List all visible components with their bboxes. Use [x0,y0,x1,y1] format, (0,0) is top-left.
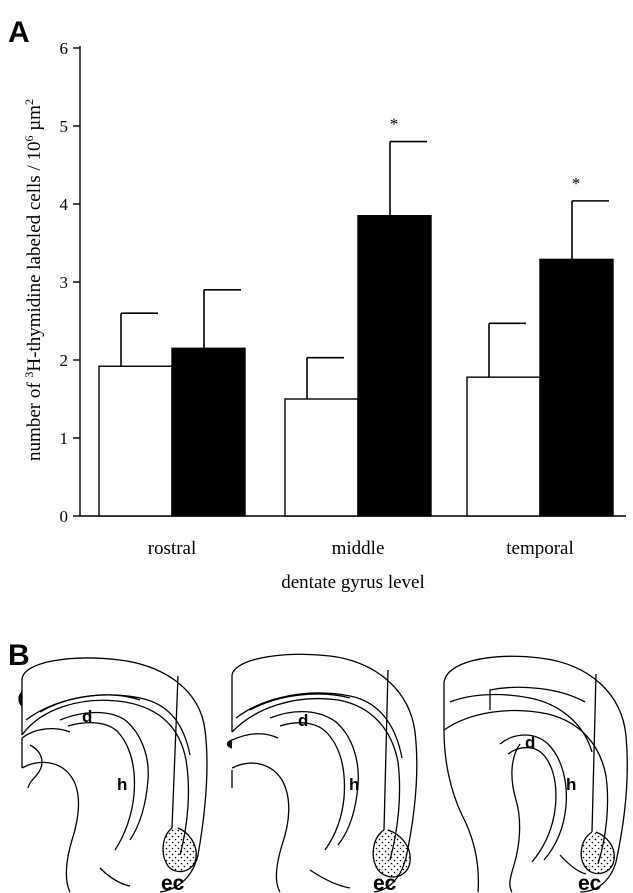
brain-section-temporal [443,655,628,893]
bar-middle-1 [357,214,432,517]
category-label-rostral: rostral [148,538,197,559]
y-tick-label: 3 [60,273,69,292]
label-ec-3: ec [578,872,602,893]
label-h-3: h [566,775,576,794]
bar-rostral-0 [98,365,173,517]
brain-section-middle [226,653,418,893]
brain-sections-figure: d h ec d h ec d h ec [18,653,628,893]
y-tick-label: 4 [60,195,69,214]
bar-temporal-1 [539,258,614,517]
category-label-temporal: temporal [506,538,574,559]
label-d-2: d [298,711,308,730]
entorhinal-stipple-3 [581,832,615,874]
brain-section-rostral [18,657,208,893]
label-ec-2: ec [373,872,397,893]
category-label-middle: middle [332,538,385,559]
bar-middle-0 [284,398,359,517]
entorhinal-stipple-1 [163,828,197,872]
y-tick-label: 1 [60,429,69,448]
significance-marker: * [572,174,581,193]
panel-b-label: B [8,639,30,672]
label-h-2: h [349,775,359,794]
y-tick-label: 5 [60,117,69,136]
bar-temporal-0 [466,376,541,517]
bar-rostral-1 [171,347,246,517]
entorhinal-stipple-2 [373,830,411,877]
bar-chart: 0 1 2 3 4 5 6 rostral * middle * temporal dentate g… [22,39,626,593]
y-tick-label: 0 [60,507,69,526]
significance-marker: * [390,115,399,134]
label-d-1: d [82,707,92,726]
panel-a-label: A [8,16,30,49]
y-axis-title: number of 3H-thymidine labeled cells / 1… [22,99,45,461]
label-h-1: h [117,775,127,794]
label-d-3: d [525,733,535,752]
y-tick-label: 6 [60,39,69,58]
y-tick-label: 2 [60,351,69,370]
x-axis-title: dentate gyrus level [281,572,425,593]
label-ec-1: ec [161,872,185,893]
